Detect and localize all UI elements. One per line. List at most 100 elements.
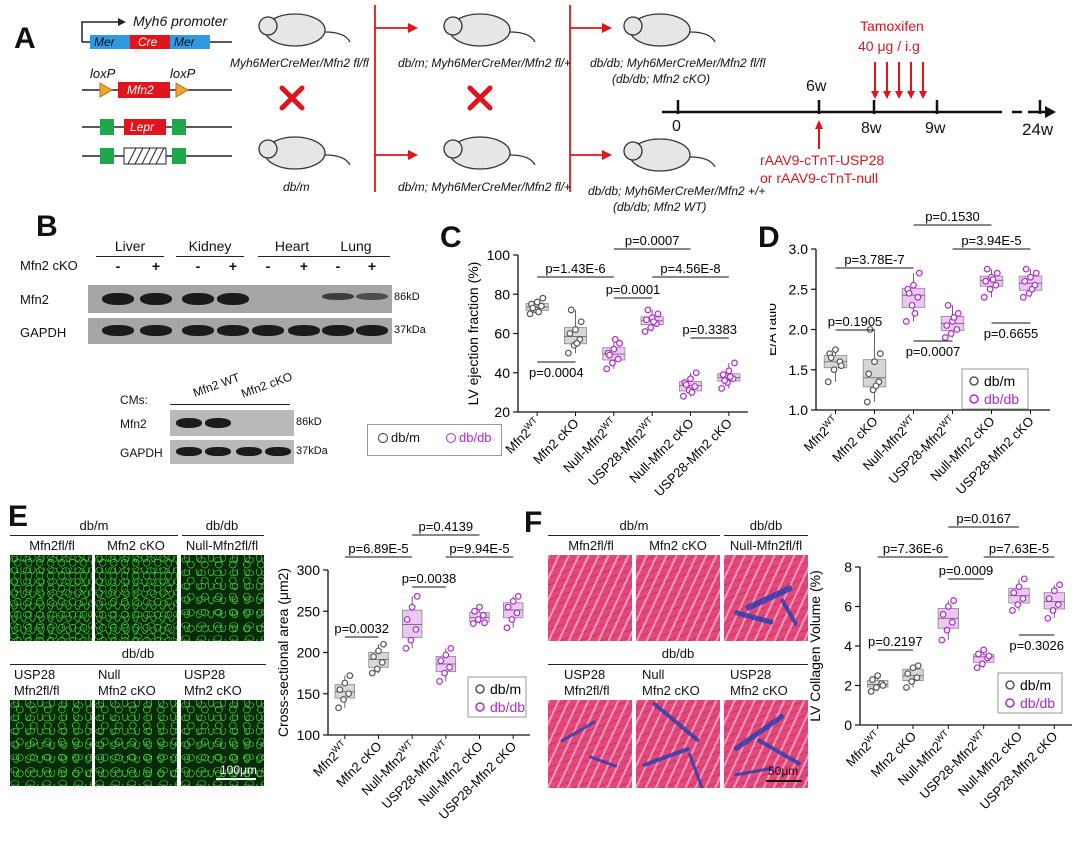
y-tick-label: 6 — [844, 599, 852, 615]
y-tick-label: 0 — [844, 717, 852, 733]
timeline-8w: 8w — [861, 120, 882, 137]
x-tick-label: USP28-Mfn2WT — [885, 412, 959, 486]
blot-band — [182, 325, 214, 336]
f-label-6b: Mfn2 cKO — [730, 683, 788, 698]
tamoxifen-label: Tamoxifen — [860, 18, 924, 34]
micrograph-e-null-cko — [95, 700, 177, 786]
micrograph-f-usp28-cko — [724, 700, 808, 788]
data-point — [989, 276, 997, 283]
y-tick-label: 3.0 — [789, 241, 809, 257]
data-point — [503, 624, 511, 632]
data-point — [982, 277, 990, 285]
blot-row-gapdh: GAPDH — [20, 325, 67, 340]
pvalue-label: p=0.2197 — [868, 634, 923, 649]
panel-letter-f: F — [524, 506, 543, 539]
data-point — [408, 603, 416, 611]
data-point — [837, 362, 845, 370]
panel-letter-e: E — [8, 500, 29, 533]
data-point — [644, 306, 652, 314]
blot-band — [205, 447, 231, 456]
e-label-5b: Mfn2 cKO — [98, 683, 156, 698]
e-group-dbdb-top: db/db — [205, 518, 239, 533]
data-point — [1009, 607, 1016, 614]
e-label-1: Mfn2fl/fl — [29, 538, 75, 553]
data-point — [346, 672, 354, 680]
f-dbdb-mid-line — [548, 664, 808, 665]
data-point — [442, 651, 450, 659]
data-point — [941, 334, 949, 341]
y-tick-label: 1.5 — [789, 362, 809, 378]
f-group-dbdb-top: db/db — [749, 518, 783, 533]
data-point — [407, 636, 415, 644]
micrograph-e-mfn2-cko — [95, 555, 177, 641]
mer-label: Mer — [94, 35, 115, 49]
data-point — [526, 310, 534, 318]
data-point — [436, 677, 443, 685]
pvalue-label: p=0.0007 — [625, 233, 680, 248]
data-point — [688, 388, 696, 396]
mw-86kd: 86kD — [394, 291, 420, 303]
data-point — [566, 330, 574, 337]
timeline-0: 0 — [672, 118, 681, 135]
data-point — [572, 326, 579, 333]
data-point — [336, 686, 344, 694]
data-point — [380, 640, 387, 648]
f-group-dbm: db/m — [619, 518, 649, 533]
data-point — [403, 616, 411, 623]
e-label-6b: Mfn2 cKO — [184, 683, 242, 698]
cko-sign: + — [299, 258, 309, 274]
pvalue-label: p=7.63E-5 — [989, 541, 1049, 556]
pvalue-label: p=0.0004 — [529, 365, 584, 380]
mouse6-genotype: db/db; Myh6MerCreMer/Mfn2 +/+ — [588, 184, 766, 198]
data-point — [691, 383, 699, 390]
f-label-4a: USP28 — [564, 667, 606, 682]
legend-dbdb-marker — [446, 433, 456, 443]
pvalue-label: p=3.94E-5 — [961, 233, 1021, 248]
data-point — [514, 592, 522, 600]
data-point — [915, 269, 923, 277]
data-point — [902, 318, 910, 325]
mouse6-short: (db/db; Mfn2 WT) — [613, 200, 707, 214]
data-point — [872, 382, 880, 390]
micrograph-e-mfn2-wt — [10, 555, 92, 641]
data-point — [973, 664, 981, 672]
cm-blot-row-mfn2: Mfn2 — [120, 417, 147, 431]
micrograph-e-usp28-cko — [181, 700, 264, 786]
legend-label-dbm: db/m — [490, 681, 521, 697]
data-point — [614, 355, 622, 363]
timeline-9w: 9w — [925, 120, 946, 137]
data-point — [533, 298, 541, 306]
data-point — [447, 644, 455, 652]
data-point — [953, 326, 961, 333]
data-point — [904, 670, 912, 678]
data-point — [446, 663, 453, 671]
y-tick-label: 100 — [297, 727, 321, 743]
f-dbm-line — [548, 535, 720, 536]
data-point — [567, 306, 575, 314]
data-point — [335, 704, 342, 712]
data-point — [913, 674, 921, 682]
legend-marker-dbm — [1005, 680, 1015, 690]
data-point — [869, 676, 876, 683]
data-point — [908, 678, 916, 685]
data-point — [643, 316, 650, 324]
pvalue-label: p=0.1530 — [925, 209, 980, 224]
micrograph-e-null — [181, 555, 264, 641]
data-point — [479, 611, 487, 619]
cm-mw-37kda: 37kDa — [296, 445, 328, 457]
data-point — [441, 669, 448, 677]
pvalue-label: p=0.4139 — [419, 519, 474, 534]
data-point — [1056, 581, 1063, 589]
blot-band — [176, 418, 202, 428]
cm-blot-row-gapdh: GAPDH — [120, 446, 163, 460]
pvalue-label: p=0.0167 — [956, 511, 1011, 526]
data-point — [954, 309, 962, 317]
box — [402, 609, 423, 638]
data-point — [471, 607, 478, 615]
f-label-1: Mfn2fl/fl — [568, 538, 614, 553]
pvalue-label: p=1.43E-6 — [545, 261, 605, 276]
data-point — [992, 281, 1000, 289]
cm-cko-label: Mfn2 cKO — [239, 369, 295, 401]
legend-dbm-marker — [378, 433, 388, 443]
blot-band — [205, 418, 231, 428]
